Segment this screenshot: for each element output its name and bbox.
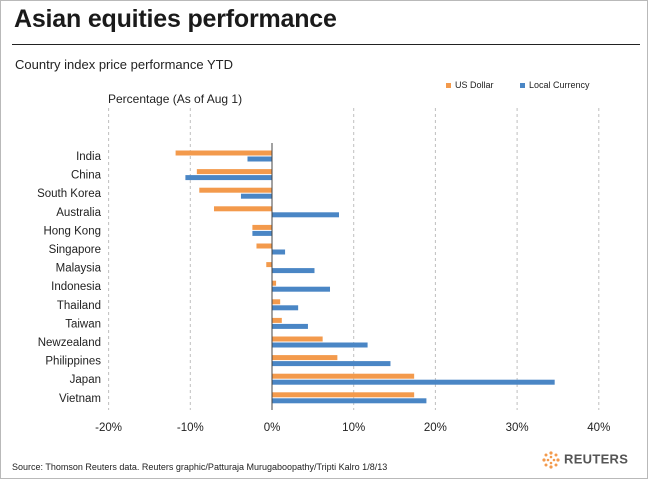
x-tick-label-0: -20%: [95, 422, 122, 434]
category-label-india: India: [76, 151, 102, 163]
category-label-vietnam: Vietnam: [59, 393, 101, 405]
title-divider: [12, 44, 640, 45]
category-label-singapore: Singapore: [49, 244, 101, 256]
bar-local-thailand: [272, 305, 299, 311]
bar-usd-hong-kong: [252, 224, 272, 230]
chart-subtitle: Country index price performance YTD: [15, 57, 233, 72]
category-label-philippines: Philippines: [45, 356, 101, 368]
bar-usd-japan: [272, 373, 415, 379]
bar-local-malaysia: [272, 268, 315, 274]
bar-local-vietnam: [272, 398, 427, 404]
bar-usd-singapore: [256, 243, 272, 249]
bar-usd-thailand: [272, 299, 281, 305]
legend-swatch-usd: [446, 83, 451, 89]
bar-usd-south-korea: [199, 187, 272, 193]
category-label-indonesia: Indonesia: [51, 281, 101, 293]
category-label-malaysia: Malaysia: [56, 263, 102, 275]
bar-usd-indonesia: [272, 280, 277, 286]
bar-local-japan: [272, 379, 555, 385]
bar-local-china: [185, 175, 272, 181]
reuters-logo-text: REUTERS: [564, 451, 629, 467]
x-tick-label-3: 10%: [342, 422, 365, 434]
bar-local-australia: [272, 212, 339, 218]
category-label-south-korea: South Korea: [37, 188, 102, 200]
x-tick-label-1: -10%: [177, 422, 204, 434]
legend-label-local: Local Currency: [529, 80, 590, 90]
bar-usd-newzealand: [272, 336, 323, 342]
source-note: Source: Thomson Reuters data. Reuters gr…: [12, 462, 388, 472]
legend-swatch-local: [520, 83, 525, 89]
category-label-hong-kong: Hong Kong: [43, 225, 101, 237]
category-label-thailand: Thailand: [57, 300, 101, 312]
bar-local-newzealand: [272, 342, 368, 348]
x-tick-label-4: 20%: [424, 422, 447, 434]
x-tick-label-2: 0%: [264, 422, 281, 434]
bar-usd-australia: [213, 206, 272, 212]
reuters-dots-icon: [542, 451, 560, 469]
x-tick-label-5: 30%: [506, 422, 529, 434]
category-label-taiwan: Taiwan: [65, 318, 101, 330]
bar-local-south-korea: [240, 193, 272, 199]
category-label-china: China: [71, 170, 102, 182]
bar-usd-malaysia: [266, 262, 272, 268]
category-label-newzealand: Newzealand: [38, 337, 101, 349]
bar-usd-taiwan: [272, 317, 282, 323]
bar-local-india: [247, 156, 272, 162]
bar-local-indonesia: [272, 286, 331, 292]
bar-local-taiwan: [272, 323, 308, 329]
y-axis-label: Percentage (As of Aug 1): [108, 92, 243, 106]
bar-usd-philippines: [272, 355, 338, 361]
category-label-australia: Australia: [56, 207, 101, 219]
bar-usd-vietnam: [272, 392, 415, 398]
legend-item-usd: US Dollar: [446, 80, 494, 90]
bar-local-hong-kong: [252, 230, 272, 236]
category-label-japan: Japan: [70, 374, 101, 386]
legend-item-local: Local Currency: [520, 80, 590, 90]
bar-usd-china: [196, 169, 272, 175]
bar-local-singapore: [272, 249, 286, 255]
bar-local-philippines: [272, 361, 391, 367]
chart-title: Asian equities performance: [14, 5, 337, 33]
x-tick-label-6: 40%: [587, 422, 610, 434]
bar-usd-india: [175, 150, 272, 156]
reuters-logo: REUTERS: [541, 450, 628, 470]
legend-label-usd: US Dollar: [455, 80, 494, 90]
